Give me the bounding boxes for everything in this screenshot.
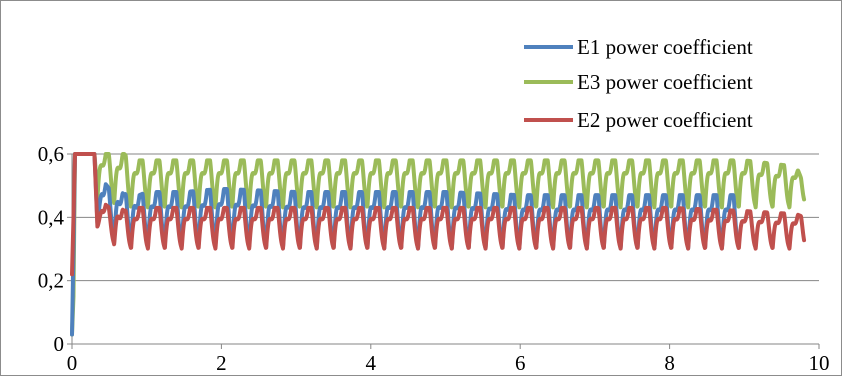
y-tick-label: 0,2 xyxy=(38,269,64,293)
x-tick-label: 10 xyxy=(809,351,830,375)
series-line-1 xyxy=(70,152,807,337)
x-tick-label: 0 xyxy=(67,351,78,375)
x-tick-label: 4 xyxy=(366,351,377,375)
legend-label-e2: E2 power coefficient xyxy=(577,108,753,132)
legend-entry-e2: E2 power coefficient xyxy=(524,108,753,132)
legend-entry-e3: E3 power coefficient xyxy=(524,70,753,94)
series-line-2 xyxy=(70,152,807,277)
y-tick-label: 0,6 xyxy=(38,142,64,166)
legend: E1 power coefficient E3 power coefficien… xyxy=(524,35,753,132)
y-tick-label: 0 xyxy=(54,332,65,356)
x-tick-label: 8 xyxy=(664,351,675,375)
legend-label-e3: E3 power coefficient xyxy=(577,70,753,94)
x-tick-label: 6 xyxy=(515,351,526,375)
tick-labels: 0 2 4 6 8 10 0 0,2 0,4 0,6 xyxy=(38,142,830,375)
legend-entry-e1: E1 power coefficient xyxy=(524,35,753,59)
x-tick-label: 2 xyxy=(216,351,227,375)
series-lines xyxy=(70,152,807,337)
y-tick-label: 0,4 xyxy=(38,205,65,229)
legend-label-e1: E1 power coefficient xyxy=(577,35,753,59)
